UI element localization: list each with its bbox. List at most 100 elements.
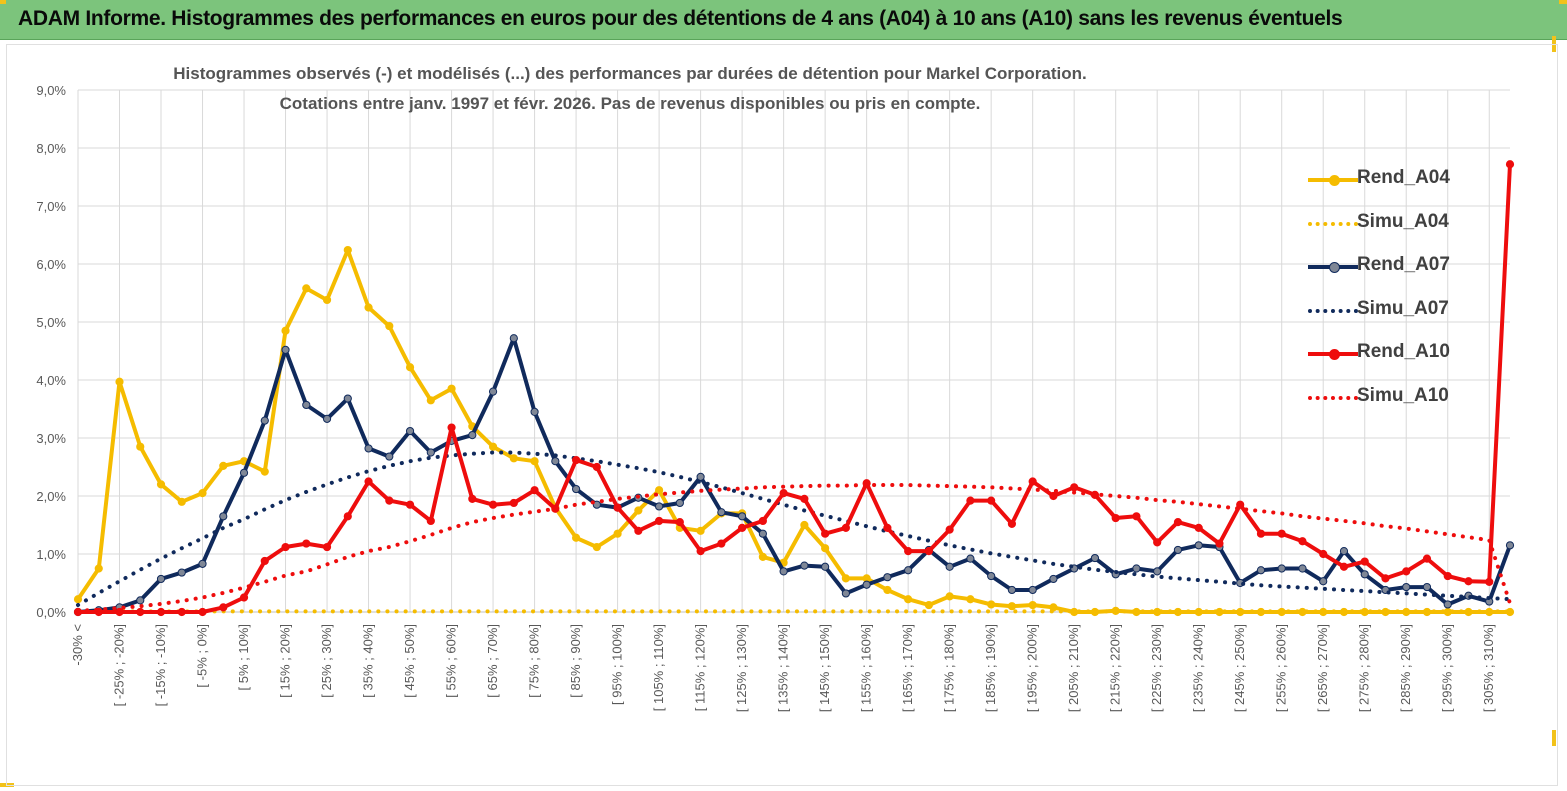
data-point-rend-a07 xyxy=(862,580,871,589)
data-point-rend-a07 xyxy=(239,468,249,477)
data-point-rend-a10 xyxy=(177,607,186,617)
data-point-rend-a10 xyxy=(1485,577,1494,586)
x-tick-label: [ 65% ; 70%] xyxy=(485,624,500,698)
data-point-rend-a04 xyxy=(800,520,809,530)
data-point-rend-a04 xyxy=(343,245,352,255)
data-point-rend-a07 xyxy=(738,512,747,521)
data-point-rend-a07 xyxy=(405,426,415,436)
data-point-rend-a10 xyxy=(1360,557,1369,566)
data-point-rend-a04 xyxy=(924,600,933,610)
data-point-rend-a10 xyxy=(1339,562,1349,571)
data-point-rend-a07 xyxy=(800,561,809,570)
y-tick-label: 8,0% xyxy=(36,141,66,156)
y-tick-label: 3,0% xyxy=(36,431,66,446)
data-point-rend-a07 xyxy=(1049,574,1058,584)
data-point-rend-a07 xyxy=(509,334,518,343)
data-point-rend-a07 xyxy=(821,562,830,571)
chart-frame xyxy=(6,44,1558,786)
chart-legend: Rend_A04 Simu_A04 Rend_A07 Simu_A07 Rend_A10… xyxy=(1300,160,1540,421)
data-point-rend-a10 xyxy=(779,489,788,498)
data-point-rend-a10 xyxy=(239,593,249,602)
x-tick-label: [ 225% ; 230%] xyxy=(1149,624,1164,712)
data-point-rend-a04 xyxy=(655,486,664,495)
data-point-rend-a07 xyxy=(966,554,975,563)
data-point-rend-a10 xyxy=(1505,160,1515,169)
data-point-rend-a10 xyxy=(904,547,913,556)
data-point-rend-a07 xyxy=(260,416,269,425)
legend-swatch-rend-a10 xyxy=(1308,349,1358,360)
data-point-rend-a07 xyxy=(364,444,373,453)
series-line-rend-a04 xyxy=(76,248,1510,614)
x-tick-label: [ 145% ; 150%] xyxy=(817,624,832,712)
data-point-rend-a10 xyxy=(156,607,166,617)
data-point-rend-a07 xyxy=(551,457,560,466)
data-point-rend-a10 xyxy=(1111,513,1120,523)
data-point-rend-a10 xyxy=(364,477,373,486)
data-point-rend-a07 xyxy=(1132,564,1141,573)
x-tick-label: [ -25% ; -20%] xyxy=(112,624,127,706)
data-point-rend-a07 xyxy=(1298,564,1307,573)
legend-swatch-rend-a04 xyxy=(1308,175,1358,186)
legend-label-rend-a07: Rend_A07 xyxy=(1357,254,1450,275)
data-point-rend-a10 xyxy=(1277,529,1286,538)
data-point-rend-a10 xyxy=(1070,483,1079,492)
data-point-rend-a07 xyxy=(655,502,664,511)
legend-marker-rend-a10 xyxy=(1329,349,1340,360)
data-point-rend-a10 xyxy=(924,547,933,556)
y-tick-label: 6,0% xyxy=(36,257,66,272)
data-point-rend-a04 xyxy=(260,467,269,476)
data-point-rend-a04 xyxy=(488,442,498,451)
data-point-rend-a04 xyxy=(177,497,186,506)
x-tick-label: [ 215% ; 220%] xyxy=(1108,624,1123,712)
data-point-rend-a10 xyxy=(1132,512,1141,521)
data-point-rend-a10 xyxy=(1402,567,1411,576)
data-point-rend-a04 xyxy=(73,595,83,604)
x-tick-label: [ 25% ; 30%] xyxy=(319,624,334,698)
data-point-rend-a10 xyxy=(592,462,601,472)
y-tick-label: 1,0% xyxy=(36,547,66,562)
series-line-simu-a10 xyxy=(76,483,1512,613)
legend-label-rend-a04: Rend_A04 xyxy=(1357,167,1450,188)
data-point-rend-a07 xyxy=(779,567,788,576)
data-point-rend-a10 xyxy=(987,496,996,505)
data-point-rend-a07 xyxy=(343,394,352,403)
data-point-rend-a07 xyxy=(322,414,332,423)
data-point-rend-a07 xyxy=(1319,577,1328,586)
data-point-rend-a10 xyxy=(966,496,975,505)
legend-swatch-simu-a04 xyxy=(1308,221,1358,226)
x-tick-label: [ 15% ; 20%] xyxy=(278,624,293,698)
legend-swatch-simu-a07 xyxy=(1308,308,1358,313)
data-point-rend-a04 xyxy=(385,321,394,331)
data-point-rend-a10 xyxy=(1443,571,1452,581)
data-point-rend-a10 xyxy=(260,556,269,566)
data-point-rend-a07 xyxy=(1402,582,1411,592)
data-point-rend-a10 xyxy=(1007,519,1017,528)
data-point-rend-a10 xyxy=(488,500,498,509)
data-point-rend-a10 xyxy=(634,526,643,535)
data-point-rend-a07 xyxy=(1194,541,1203,550)
data-point-rend-a10 xyxy=(530,486,539,495)
legend-marker-rend-a07 xyxy=(1329,262,1340,273)
data-point-rend-a07 xyxy=(302,400,311,410)
data-point-rend-a07 xyxy=(675,498,684,508)
data-point-rend-a07 xyxy=(281,345,290,354)
data-point-rend-a04 xyxy=(1007,602,1017,611)
x-tick-label: [ 195% ; 200%] xyxy=(1025,624,1040,712)
x-tick-label: [ 125% ; 130%] xyxy=(734,624,749,712)
x-tick-label: [ -5% ; 0%] xyxy=(195,624,210,688)
data-point-rend-a04 xyxy=(198,489,207,498)
data-point-rend-a10 xyxy=(447,423,456,432)
x-tick-label: [ 165% ; 170%] xyxy=(900,624,915,712)
x-tick-label: [ 85% ; 90%] xyxy=(568,624,583,698)
data-point-rend-a07 xyxy=(696,472,705,481)
data-point-rend-a07 xyxy=(1173,545,1183,555)
data-point-rend-a10 xyxy=(738,523,747,533)
x-tick-label: [ 185% ; 190%] xyxy=(983,624,998,712)
x-tick-label: [ 305% ; 310%] xyxy=(1481,624,1496,712)
x-tick-label: [ 75% ; 80%] xyxy=(527,624,542,698)
legend-marker-rend-a04 xyxy=(1329,175,1340,186)
data-point-rend-a04 xyxy=(1028,600,1037,610)
chart-subtitle: Cotations entre janv. 1997 et févr. 2026… xyxy=(279,94,981,113)
data-point-rend-a07 xyxy=(1007,585,1017,595)
data-point-rend-a04 xyxy=(447,384,456,393)
